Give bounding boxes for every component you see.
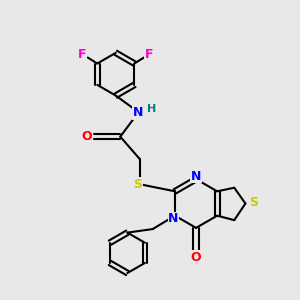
Text: H: H (147, 104, 156, 114)
Text: O: O (191, 251, 201, 264)
Text: F: F (145, 48, 154, 61)
Text: N: N (168, 212, 179, 225)
Text: N: N (191, 170, 201, 183)
Text: N: N (133, 106, 143, 119)
Text: F: F (78, 48, 87, 61)
Text: O: O (82, 130, 92, 143)
Text: S: S (249, 196, 258, 208)
Text: S: S (134, 178, 142, 191)
